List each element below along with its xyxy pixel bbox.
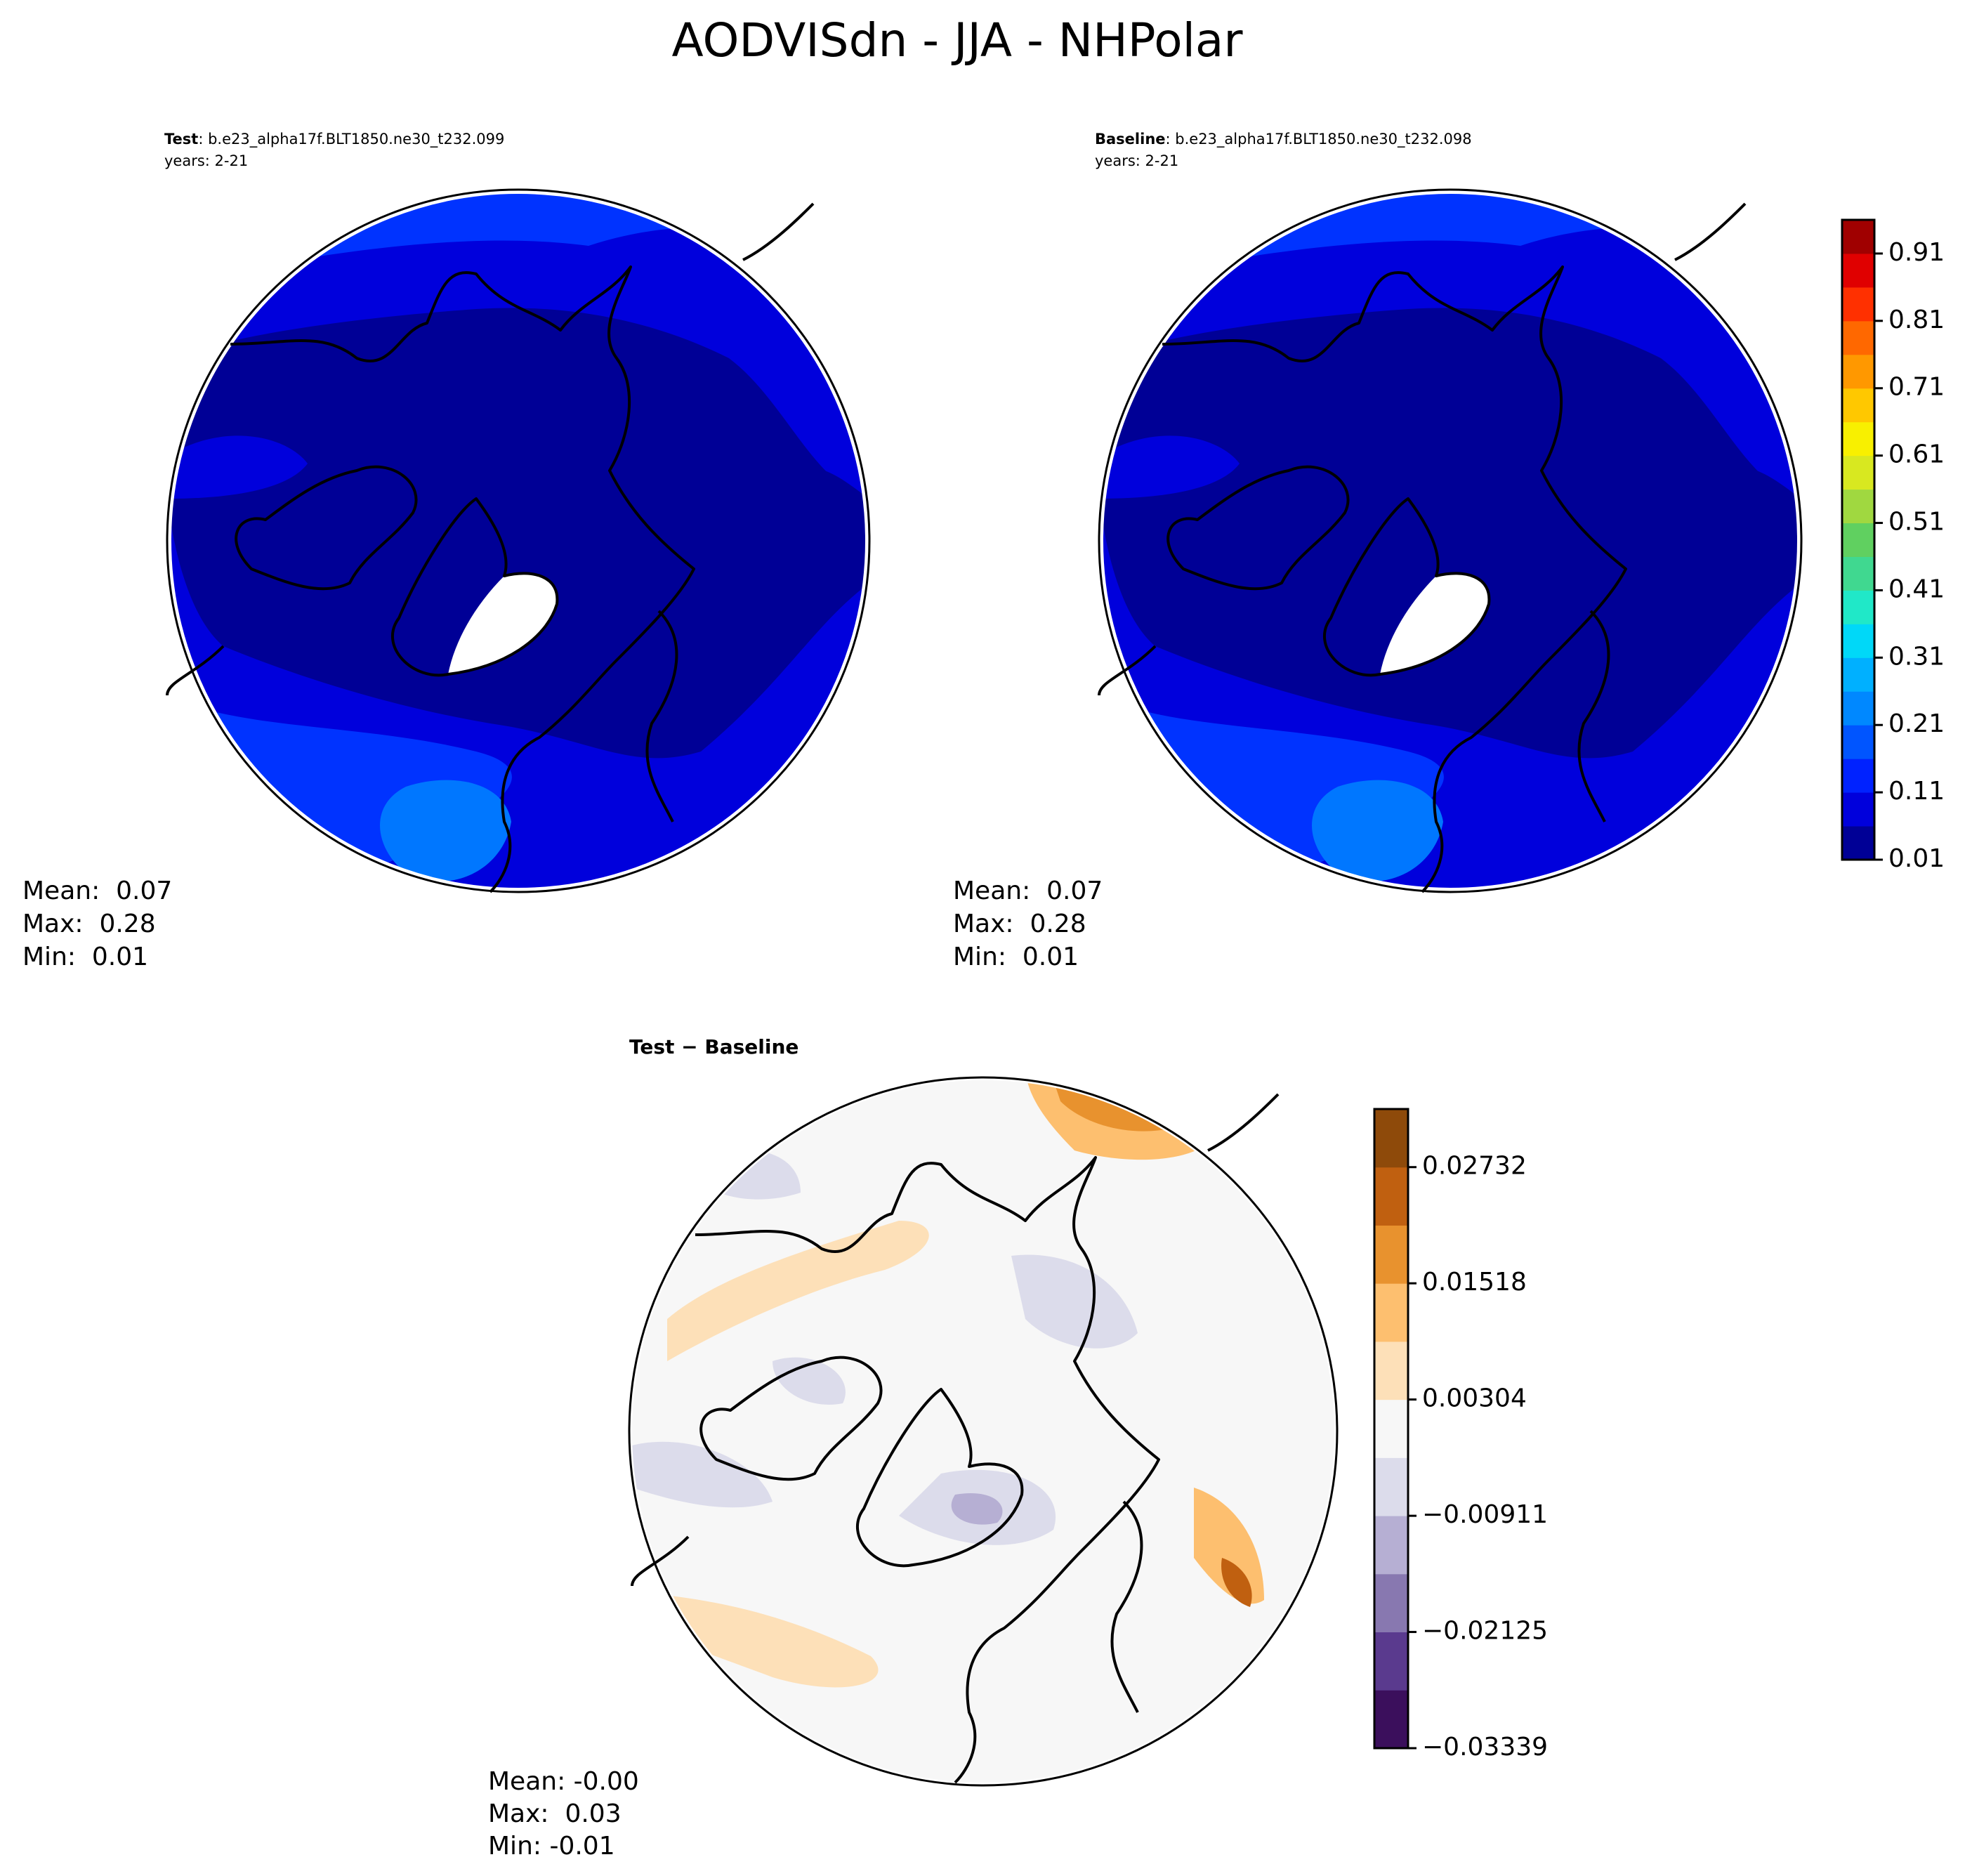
colorbar-band — [1842, 826, 1874, 860]
colorbar-band — [1842, 253, 1874, 288]
colorbar-tick-label: 0.81 — [1888, 306, 1945, 334]
colorbar: 0.01 0.11 0.21 0.31 0.41 0.51 0.61 0.71 0.81 0.91 — [1841, 218, 1945, 873]
colorbar-frame — [1841, 218, 1876, 861]
colorbar-tick-label: 0.41 — [1888, 575, 1945, 603]
colorbar-tick-label: 0.51 — [1888, 508, 1945, 537]
colorbar-frame — [1373, 1108, 1409, 1750]
colorbar-band — [1842, 287, 1874, 322]
colorbar-band — [1842, 489, 1874, 524]
colorbar-band — [1842, 624, 1874, 658]
colorbar-band — [1842, 556, 1874, 591]
panel-years: years: 2-21 — [1095, 152, 1178, 169]
stat: Mean: 0.07 — [22, 877, 172, 905]
colorbar-band — [1374, 1573, 1408, 1633]
stat: Mean: 0.07 — [953, 877, 1103, 905]
colorbar-band — [1842, 320, 1874, 355]
colorbar-band — [1842, 691, 1874, 726]
map — [153, 176, 883, 906]
colorbar-band — [1374, 1516, 1408, 1575]
colorbar: −0.03339 −0.02125 −0.00911 0.00304 0.01518 0.… — [1373, 1108, 1548, 1762]
colorbar-tick-label: 0.61 — [1888, 440, 1945, 469]
colorbar-band — [1374, 1341, 1408, 1401]
colorbar-tick-label: 0.11 — [1888, 777, 1945, 806]
colorbar-band — [1374, 1283, 1408, 1342]
stat: Max: 0.28 — [953, 910, 1086, 938]
panel-label: Test − Baseline — [629, 1035, 798, 1058]
panel-name: Baseline — [1095, 131, 1166, 147]
colorbar-tick-label: 0.91 — [1888, 238, 1945, 267]
colorbar-band — [1842, 725, 1874, 759]
colorbar-band — [1842, 388, 1874, 423]
colorbar-band — [1374, 1399, 1408, 1458]
panel-case: : b.e23_alpha17f.BLT1850.ne30_t232.098 — [1166, 131, 1472, 148]
stat: Max: 0.28 — [22, 910, 156, 938]
panel-case: : b.e23_alpha17f.BLT1850.ne30_t232.099 — [198, 131, 504, 148]
colorbar-tick-label: 0.71 — [1888, 373, 1945, 402]
colorbar-band — [1842, 354, 1874, 389]
colorbar-band — [1374, 1690, 1408, 1749]
colorbar-band — [1842, 455, 1874, 490]
colorbar-band — [1374, 1225, 1408, 1284]
colorbar-tick-label: 0.31 — [1888, 642, 1945, 671]
stat: Min: 0.01 — [22, 943, 148, 971]
colorbar-tick-label: 0.01 — [1888, 844, 1945, 873]
colorbar-tick-label: 0.01518 — [1422, 1268, 1527, 1297]
colorbar-band — [1842, 523, 1874, 557]
stat: Mean: -0.00 — [488, 1767, 639, 1796]
colorbar-tick-label: 0.00304 — [1422, 1384, 1527, 1413]
panel-years: years: 2-21 — [164, 152, 248, 169]
colorbar-band — [1842, 590, 1874, 624]
panel-label: Baseline: b.e23_alpha17f.BLT1850.ne30_t2… — [1095, 131, 1472, 148]
stat: Min: -0.01 — [488, 1832, 615, 1861]
figure-title: AODVISdn - JJA - NHPolar — [671, 13, 1243, 67]
colorbar-tick-label: −0.03339 — [1422, 1733, 1548, 1762]
colorbar-band — [1842, 657, 1874, 692]
map — [1085, 176, 1815, 906]
colorbar-tick-label: 0.21 — [1888, 709, 1945, 738]
colorbar-tick-label: −0.02125 — [1422, 1617, 1548, 1646]
colorbar-band — [1374, 1167, 1408, 1226]
colorbar-band — [1374, 1457, 1408, 1516]
colorbar-band — [1842, 220, 1874, 254]
colorbar-band — [1842, 792, 1874, 827]
stat: Min: 0.01 — [953, 943, 1079, 971]
colorbar-band — [1842, 421, 1874, 457]
colorbar-band — [1374, 1109, 1408, 1168]
stat: Max: 0.03 — [488, 1799, 622, 1828]
colorbar-band — [1374, 1632, 1408, 1691]
panel-name: Test — [164, 131, 198, 147]
colorbar-tick-label: −0.00911 — [1422, 1500, 1548, 1529]
panel-label: Test: b.e23_alpha17f.BLT1850.ne30_t232.0… — [164, 131, 504, 148]
colorbar-tick-label: 0.02732 — [1422, 1152, 1527, 1181]
colorbar-band — [1842, 759, 1874, 793]
map — [628, 1076, 1339, 1787]
